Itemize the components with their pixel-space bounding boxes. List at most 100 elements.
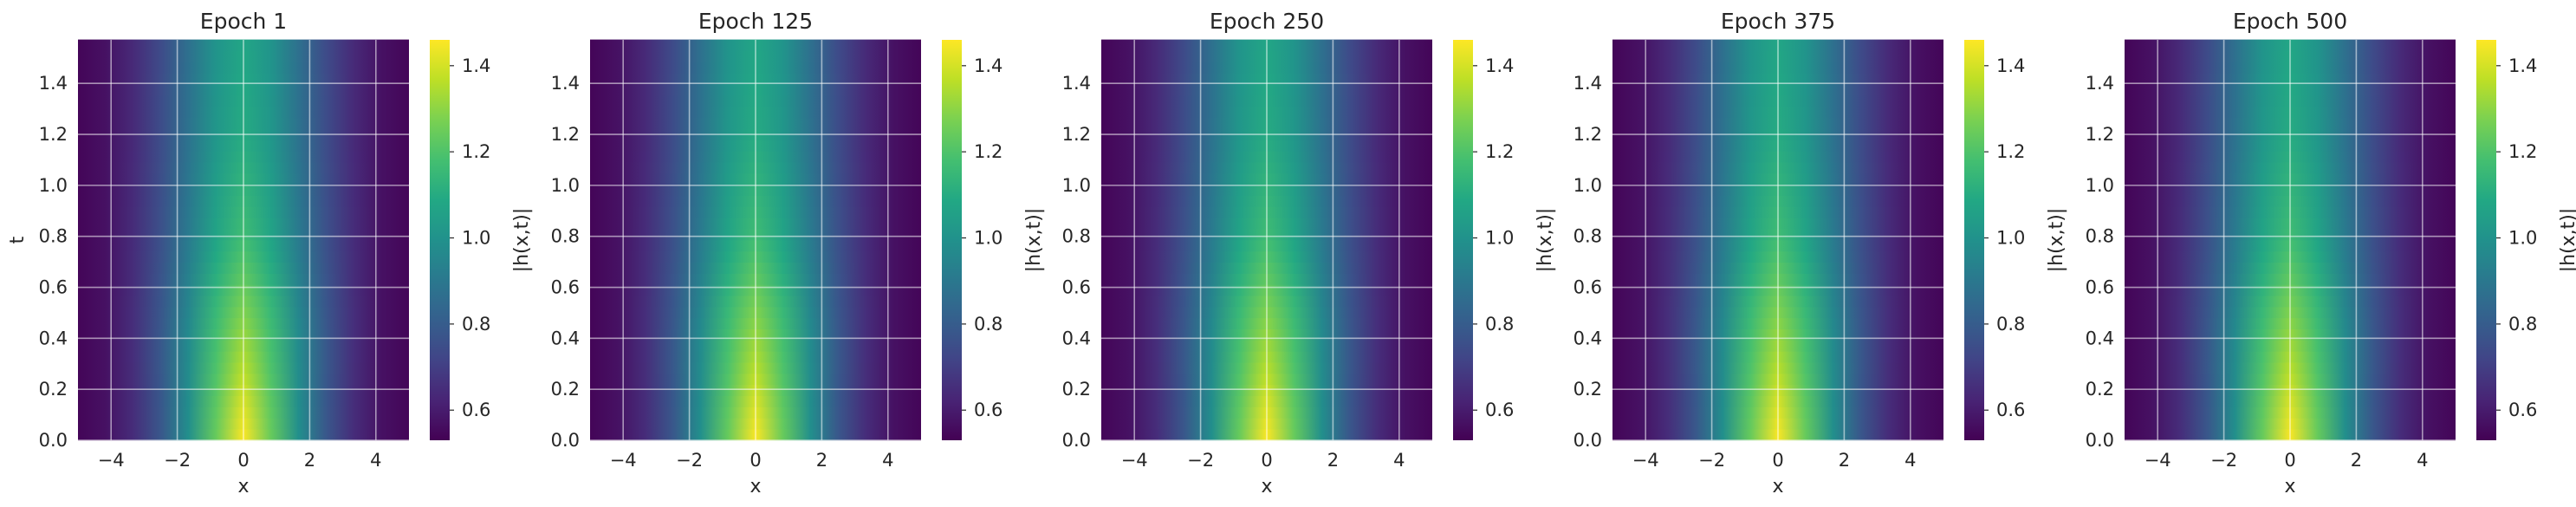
y-axis-label: t: [7, 236, 29, 244]
colorbar-tick-label: 0.8: [1996, 314, 2025, 335]
y-tick-label: 1.2: [551, 124, 580, 145]
y-tick-label: 0.6: [1574, 277, 1602, 298]
x-tick-label: 4: [1393, 450, 1405, 471]
x-tick-label: −2: [1187, 450, 1214, 471]
y-tick-label: 0.2: [2086, 379, 2114, 400]
x-tick-label: 0: [749, 450, 761, 471]
y-tick-label: 1.4: [39, 73, 68, 94]
x-axis-label: x: [237, 476, 249, 497]
colorbar-tick-label: 1.4: [2508, 55, 2537, 76]
y-tick-label: 0.4: [551, 328, 580, 348]
x-tick-label: −4: [98, 450, 125, 471]
colorbar-tick-label: 1.0: [974, 228, 1002, 249]
y-tick-label: 0.4: [2086, 328, 2114, 348]
x-tick-label: 2: [816, 450, 827, 471]
y-tick-label: 0.0: [1062, 430, 1091, 451]
y-tick-label: 1.0: [2086, 175, 2114, 196]
x-tick-label: 0: [1772, 450, 1783, 471]
y-tick-label: 0.2: [551, 379, 580, 400]
colorbar-tick-label: 0.8: [1485, 314, 1514, 335]
y-tick-label: 0.8: [551, 226, 580, 247]
colorbar-gradient: [1453, 40, 1473, 440]
y-tick-label: 0.0: [39, 430, 68, 451]
colorbar-tick-label: 1.2: [1485, 141, 1514, 162]
y-tick-label: 1.2: [1062, 124, 1091, 145]
x-tick-label: 4: [1904, 450, 1916, 471]
colorbar-tick-label: 0.8: [462, 314, 490, 335]
x-tick-label: −4: [610, 450, 637, 471]
panel-2: −4 −2 0 2 4 0.0 0.2 0.4 0.6 0.8 1.0 1.2 1.4 Epoch 125…: [551, 9, 1045, 497]
colorbar: 0.6 0.8 1.0 1.2 1.4 |h(x,t)|: [1453, 40, 1556, 440]
colorbar-tick-label: 1.0: [2508, 228, 2537, 249]
colorbar-label: |h(x,t)|: [2558, 208, 2576, 273]
x-tick-label: −4: [1632, 450, 1659, 471]
panel-5: −4 −2 0 2 4 0.0 0.2 0.4 0.6 0.8 1.0 1.2 1.4 Epoch 500…: [2086, 9, 2576, 497]
x-tick-label: 4: [2417, 450, 2428, 471]
y-tick-label: 1.4: [2086, 73, 2114, 94]
x-tick-label: 0: [1261, 450, 1272, 471]
colorbar-tick-label: 1.0: [462, 228, 490, 249]
colorbar-label: |h(x,t)|: [1023, 208, 1045, 273]
y-tick-label: 1.2: [2086, 124, 2114, 145]
y-tick-label: 1.0: [39, 175, 68, 196]
x-axis-label: x: [1261, 476, 1272, 497]
y-tick-label: 0.0: [2086, 430, 2114, 451]
y-tick-label: 0.0: [1574, 430, 1602, 451]
x-tick-label: 2: [2351, 450, 2362, 471]
colorbar-tick-label: 1.2: [974, 141, 1002, 162]
y-tick-label: 0.6: [39, 277, 68, 298]
colorbar-tick-label: 0.6: [462, 400, 490, 420]
y-tick-label: 0.6: [2086, 277, 2114, 298]
y-tick-label: 0.8: [39, 226, 68, 247]
colorbar-gradient: [2476, 40, 2496, 440]
colorbar-tick-label: 1.4: [462, 55, 490, 76]
panel-title: Epoch 250: [1210, 9, 1324, 34]
colorbar-tick-label: 1.0: [1485, 228, 1514, 249]
y-tick-label: 0.0: [551, 430, 580, 451]
x-axis-label: x: [2284, 476, 2295, 497]
y-tick-label: 0.2: [39, 379, 68, 400]
x-tick-label: 0: [2284, 450, 2295, 471]
colorbar-tick-label: 0.6: [1996, 400, 2025, 420]
x-tick-label: −2: [164, 450, 191, 471]
x-tick-label: −2: [1698, 450, 1725, 471]
colorbar-gradient: [942, 40, 962, 440]
y-tick-label: 0.8: [2086, 226, 2114, 247]
x-tick-label: 2: [1839, 450, 1850, 471]
colorbar-tick-label: 1.4: [1996, 55, 2025, 76]
colorbar: 0.6 0.8 1.0 1.2 1.4 |h(x,t)|: [1964, 40, 2067, 440]
panel-title: Epoch 375: [1721, 9, 1835, 34]
colorbar-label: |h(x,t)|: [1535, 208, 1556, 273]
colorbar-tick-label: 1.2: [1996, 141, 2025, 162]
y-tick-label: 1.2: [1574, 124, 1602, 145]
x-tick-label: 4: [370, 450, 381, 471]
y-tick-label: 0.6: [1062, 277, 1091, 298]
x-axis-label: x: [1772, 476, 1783, 497]
y-tick-label: 1.4: [1062, 73, 1091, 94]
colorbar-tick-label: 0.6: [1485, 400, 1514, 420]
colorbar-label: |h(x,t)|: [511, 208, 533, 273]
x-tick-label: −4: [1121, 450, 1148, 471]
x-tick-label: −4: [2145, 450, 2171, 471]
colorbar-tick-label: 0.6: [974, 400, 1002, 420]
colorbar-tick-label: 0.6: [2508, 400, 2537, 420]
panel-1: −4 −2 0 2 4 0.0 0.2 0.4 0.6 0.8 1.0 1.2 1.4 Epoch 1 x t…: [7, 9, 533, 497]
panel-title: Epoch 125: [698, 9, 813, 34]
colorbar-gradient: [1964, 40, 1984, 440]
colorbar: 0.6 0.8 1.0 1.2 1.4 |h(x,t)|: [430, 40, 533, 440]
y-tick-label: 1.4: [1574, 73, 1602, 94]
x-tick-label: 4: [882, 450, 893, 471]
panel-4: −4 −2 0 2 4 0.0 0.2 0.4 0.6 0.8 1.0 1.2 1.4 Epoch 375…: [1574, 9, 2067, 497]
colorbar-tick-label: 0.8: [974, 314, 1002, 335]
y-tick-label: 0.4: [1574, 328, 1602, 348]
colorbar-tick-label: 1.0: [1996, 228, 2025, 249]
colorbar-gradient: [430, 40, 450, 440]
colorbar-tick-label: 0.8: [2508, 314, 2537, 335]
panel-title: Epoch 1: [200, 9, 287, 34]
colorbar-tick-label: 1.4: [1485, 55, 1514, 76]
colorbar: 0.6 0.8 1.0 1.2 1.4 |h(x,t)|: [2476, 40, 2576, 440]
panel-title: Epoch 500: [2233, 9, 2347, 34]
colorbar-tick-label: 1.2: [2508, 141, 2537, 162]
y-tick-label: 0.8: [1062, 226, 1091, 247]
